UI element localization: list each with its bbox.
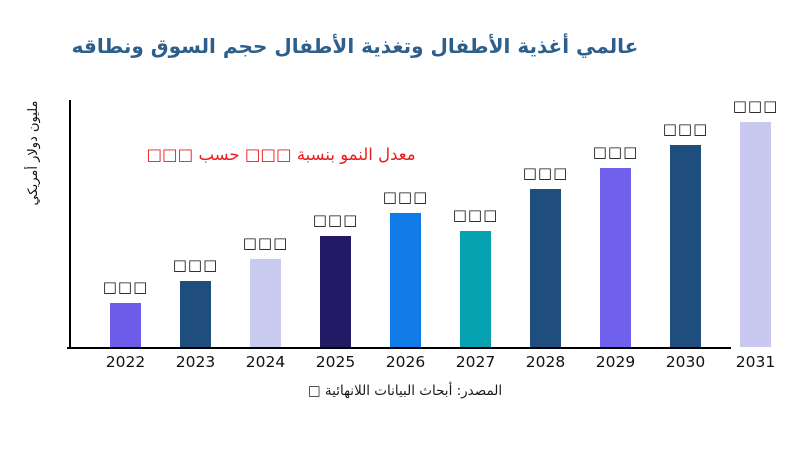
growth-rate-annotation: معدل النمو بنسبة □□□ حسب □□□	[146, 145, 416, 164]
bar-value-label-2023: □□□	[172, 256, 219, 274]
bar-value-label-2031: □□□	[732, 97, 779, 115]
x-tick-label-2024: 2024	[245, 353, 286, 371]
bar-value-label-2029: □□□	[592, 143, 639, 161]
bar-value-label-2027: □□□	[452, 206, 499, 224]
bar-2026	[390, 213, 421, 347]
x-tick-label-2027: 2027	[455, 353, 496, 371]
bar-value-label-2024: □□□	[242, 234, 289, 252]
x-tick-label-2030: 2030	[665, 353, 706, 371]
bar-2027	[460, 231, 491, 347]
x-tick-label-2028: 2028	[525, 353, 566, 371]
bar-2024	[250, 259, 281, 347]
bar-value-label-2025: □□□	[312, 211, 359, 229]
bar-value-label-2026: □□□	[382, 188, 429, 206]
x-tick-label-2023: 2023	[175, 353, 216, 371]
x-tick-label-2031: 2031	[735, 353, 776, 371]
bar-2030	[670, 145, 701, 347]
x-tick-label-2025: 2025	[315, 353, 356, 371]
x-tick-label-2029: 2029	[595, 353, 636, 371]
x-tick-label-2026: 2026	[385, 353, 426, 371]
bar-2022	[110, 303, 141, 347]
x-axis-line	[67, 347, 731, 349]
bar-2031	[740, 122, 771, 347]
y-axis-label: مليون دولار أمريكي	[26, 100, 41, 206]
chart-title: عالمي أغذية الأطفال وتغذية الأطفال حجم ا…	[71, 34, 639, 58]
x-tick-label-2022: 2022	[105, 353, 146, 371]
bar-2028	[530, 189, 561, 347]
bar-value-label-2030: □□□	[662, 120, 709, 138]
bar-value-label-2028: □□□	[522, 164, 569, 182]
y-axis-line	[69, 100, 71, 348]
bar-2025	[320, 236, 351, 347]
source-attribution: المصدر: أبحاث البيانات اللانهائية □	[307, 383, 503, 399]
bar-value-label-2022: □□□	[102, 278, 149, 296]
bar-2023	[180, 281, 211, 347]
bar-2029	[600, 168, 631, 347]
